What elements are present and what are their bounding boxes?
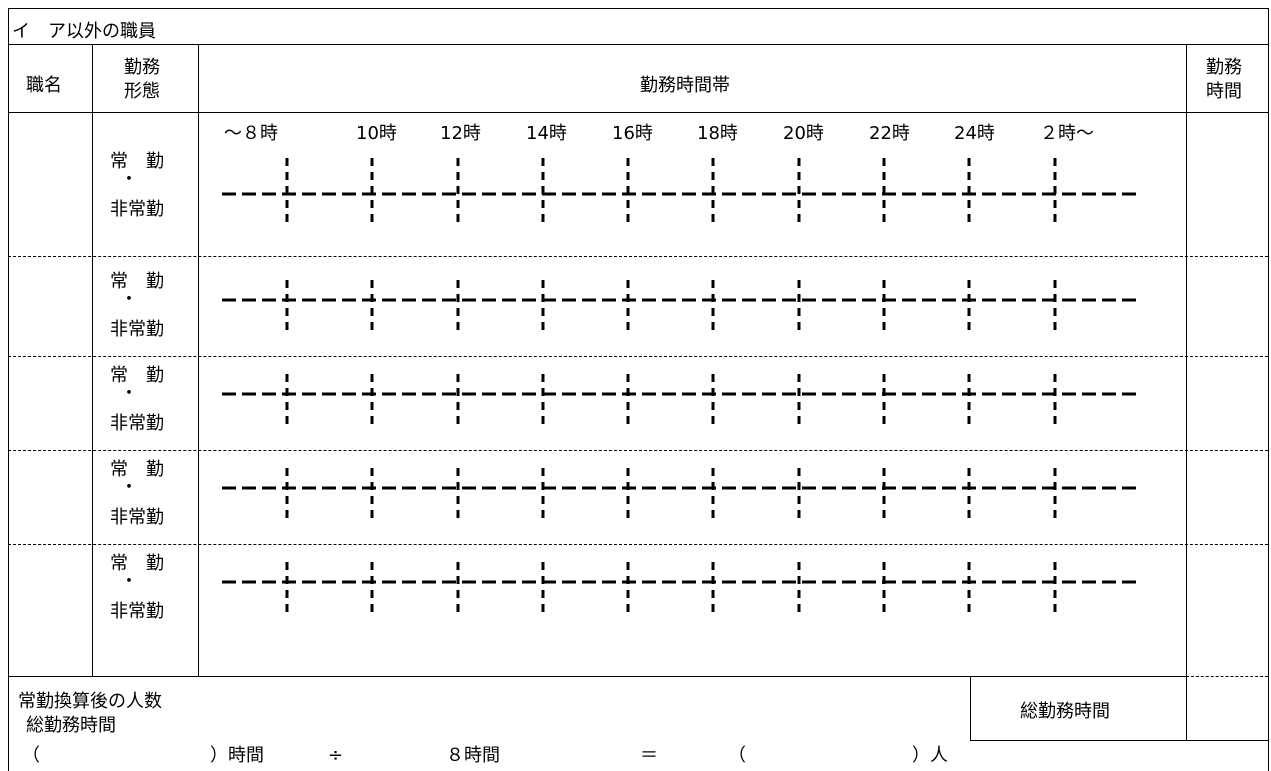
formula-close-persons: ）人: [912, 745, 948, 766]
work-form-separator: ・: [120, 289, 138, 310]
formula-close-hours: ）時間: [210, 745, 264, 766]
timeline-row-3: [222, 374, 1140, 426]
work-form-fulltime: 常 勤: [110, 365, 164, 386]
timeline-row-5: [222, 562, 1140, 614]
work-form-parttime: 非常勤: [110, 413, 164, 434]
header-row-divider: [8, 112, 1268, 113]
row-divider: [8, 356, 1268, 357]
time-label: 22時: [869, 123, 910, 144]
time-label: 20時: [783, 123, 824, 144]
table-border-right: [1268, 8, 1269, 771]
timeline-row-4: [222, 468, 1140, 520]
work-form-fulltime: 常 勤: [110, 553, 164, 574]
table-border-top: [8, 8, 1268, 9]
work-form-fulltime: 常 勤: [110, 151, 164, 172]
total-box-bottom: [970, 740, 1268, 741]
row-divider: [8, 450, 1268, 451]
footer-divider: [8, 676, 1186, 677]
job-title-column-border: [92, 44, 93, 676]
time-label: 24時: [954, 123, 995, 144]
formula-divide: ÷: [328, 745, 344, 766]
time-label: 12時: [440, 123, 481, 144]
timeline-row-2: [222, 280, 1140, 332]
header-job-title: 職名: [26, 75, 62, 96]
work-form-parttime: 非常勤: [110, 319, 164, 340]
work-form-fulltime: 常 勤: [110, 459, 164, 480]
work-form-separator: ・: [120, 477, 138, 498]
header-work-hours-line2: 時間: [1206, 81, 1242, 102]
row-divider: [8, 256, 1268, 257]
time-label: 16時: [612, 123, 653, 144]
title-row-divider: [8, 44, 1268, 45]
header-time-band: 勤務時間帯: [640, 75, 730, 96]
time-label: ２時～: [1040, 123, 1094, 144]
header-work-form-line2: 形態: [124, 81, 160, 102]
time-label: 14時: [526, 123, 567, 144]
total-box-left-border: [970, 676, 971, 740]
section-title: イ ア以外の職員: [12, 21, 156, 42]
formula-open-paren-2: （: [728, 745, 746, 766]
formula-equals: ＝: [640, 745, 658, 766]
work-form-fulltime: 常 勤: [110, 271, 164, 292]
time-label: 10時: [356, 123, 397, 144]
header-work-form-line1: 勤務: [124, 57, 160, 78]
row-divider: [8, 544, 1268, 545]
work-form-parttime: 非常勤: [110, 601, 164, 622]
work-form-separator: ・: [120, 571, 138, 592]
header-work-hours-line1: 勤務: [1206, 57, 1242, 78]
work-form-separator: ・: [120, 169, 138, 190]
table-border-left: [8, 8, 9, 771]
time-label: ～８時: [224, 123, 278, 144]
total-hours-label: 総勤務時間: [26, 715, 116, 736]
footer-divider-right: [1186, 676, 1268, 677]
work-form-separator: ・: [120, 383, 138, 404]
time-label: 18時: [697, 123, 738, 144]
work-form-column-border: [198, 44, 199, 676]
work-form-parttime: 非常勤: [110, 507, 164, 528]
work-form-parttime: 非常勤: [110, 199, 164, 220]
formula-open-paren-1: （: [22, 745, 40, 766]
formula-eight-hours: ８時間: [446, 745, 500, 766]
total-hours-box-label: 総勤務時間: [1020, 701, 1110, 722]
converted-count-label: 常勤換算後の人数: [18, 691, 162, 712]
work-hours-column-border: [1186, 44, 1187, 740]
timeline-row-1: [222, 158, 1140, 226]
